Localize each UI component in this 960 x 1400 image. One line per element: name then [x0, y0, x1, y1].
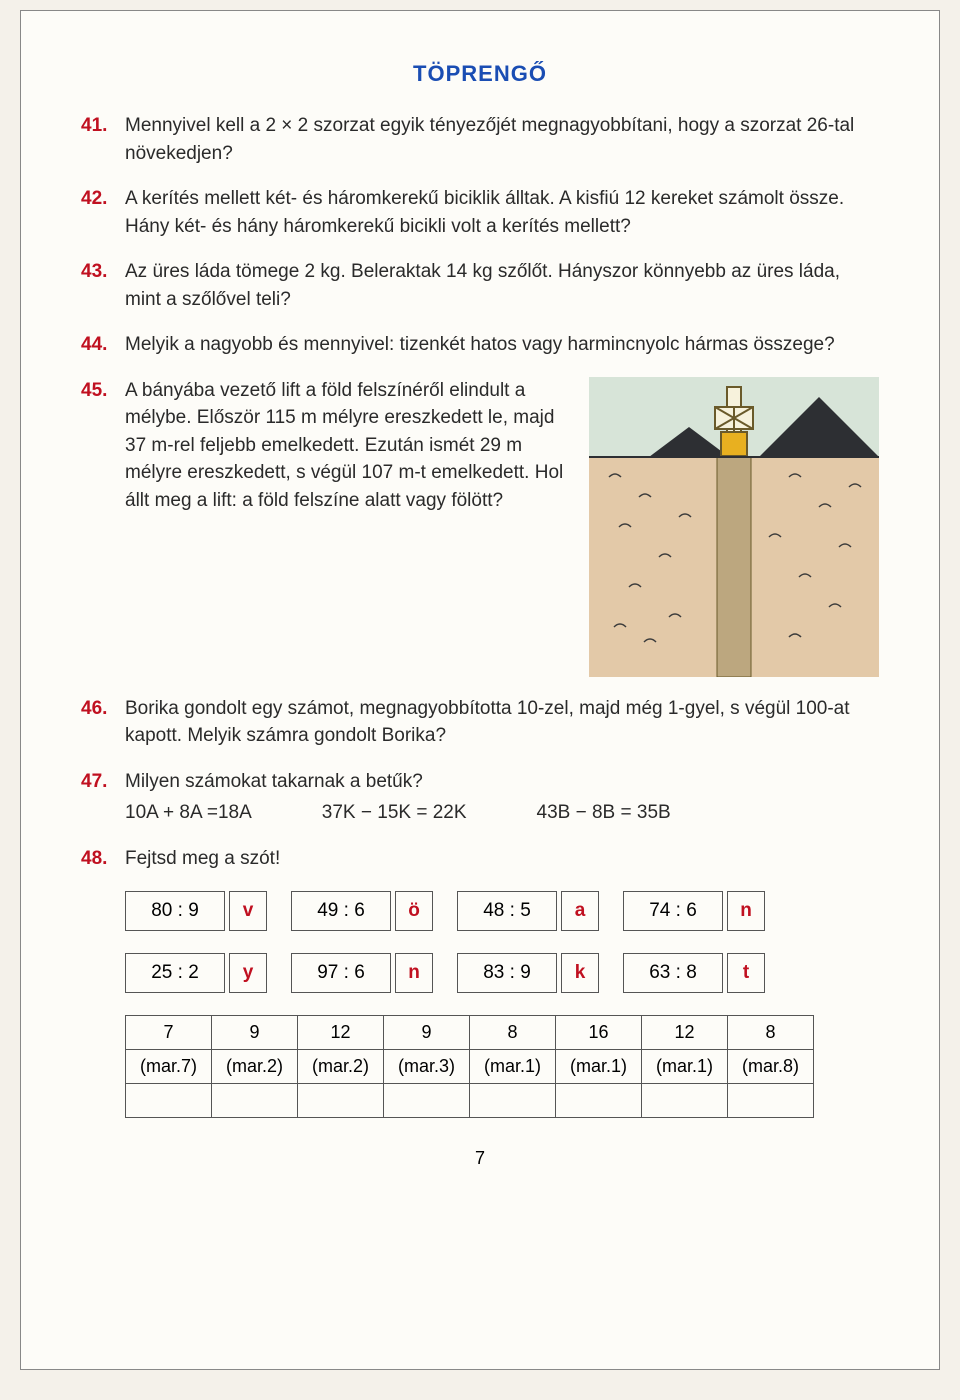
page-title: TÖPRENGŐ	[81, 61, 879, 87]
table-cell: 16	[556, 1015, 642, 1049]
box-row: 25 : 2 y 97 : 6 n 83 : 9 k 63 : 8 t	[125, 953, 879, 993]
table-cell: 8	[728, 1015, 814, 1049]
expr-box: 74 : 6	[623, 891, 723, 931]
table-cell: (mar.2)	[212, 1049, 298, 1083]
problem-number: 44.	[81, 331, 125, 359]
problem-text: Fejtsd meg a szót!	[125, 845, 879, 873]
expr-box: 48 : 5	[457, 891, 557, 931]
expr-box: 83 : 9	[457, 953, 557, 993]
box-pair: 48 : 5 a	[457, 891, 599, 931]
letter-box: a	[561, 891, 599, 931]
letter-box: t	[727, 953, 765, 993]
page: TÖPRENGŐ 41. Mennyivel kell a 2 × 2 szor…	[20, 10, 940, 1370]
table-cell: 8	[470, 1015, 556, 1049]
problem-42: 42. A kerítés mellett két- és háromkerek…	[81, 185, 879, 240]
table-cell: (mar.7)	[126, 1049, 212, 1083]
table-cell: (mar.8)	[728, 1049, 814, 1083]
box-row: 80 : 9 v 49 : 6 ö 48 : 5 a 74 : 6 n	[125, 891, 879, 931]
table-cell: 12	[298, 1015, 384, 1049]
problem-number: 46.	[81, 695, 125, 750]
box-pair: 63 : 8 t	[623, 953, 765, 993]
problem-44: 44. Melyik a nagyobb és mennyivel: tizen…	[81, 331, 879, 359]
table-row: 7 9 12 9 8 16 12 8	[126, 1015, 814, 1049]
box-pair: 49 : 6 ö	[291, 891, 433, 931]
problem-text: Borika gondolt egy számot, megnagyobbíto…	[125, 695, 879, 750]
table-cell: 12	[642, 1015, 728, 1049]
problem-47: 47. Milyen számokat takarnak a betűk? 10…	[81, 768, 879, 827]
problem-number: 48.	[81, 845, 125, 873]
equation: 43B − 8B = 35B	[537, 799, 671, 827]
problem-text: A kerítés mellett két- és háromkerekű bi…	[125, 185, 879, 240]
problem-43: 43. Az üres láda tömege 2 kg. Beleraktak…	[81, 258, 879, 313]
problem-text: Melyik a nagyobb és mennyivel: tizenkét …	[125, 331, 879, 359]
problem-46: 46. Borika gondolt egy számot, megnagyob…	[81, 695, 879, 750]
answer-table: 7 9 12 9 8 16 12 8 (mar.7) (mar.2) (mar.…	[125, 1015, 814, 1118]
equation: 10A + 8A =18A	[125, 799, 252, 827]
problem-45: 45. A bányába vezető lift a föld felszín…	[81, 377, 879, 677]
problem-48: 48. Fejtsd meg a szót!	[81, 845, 879, 873]
expr-box: 63 : 8	[623, 953, 723, 993]
table-cell: (mar.2)	[298, 1049, 384, 1083]
expr-box: 80 : 9	[125, 891, 225, 931]
puzzle-boxes: 80 : 9 v 49 : 6 ö 48 : 5 a 74 : 6 n 25 :…	[125, 891, 879, 993]
problem-number: 47.	[81, 768, 125, 827]
box-pair: 74 : 6 n	[623, 891, 765, 931]
table-row: (mar.7) (mar.2) (mar.2) (mar.3) (mar.1) …	[126, 1049, 814, 1083]
letter-box: k	[561, 953, 599, 993]
problem-number: 45.	[81, 377, 125, 677]
box-pair: 25 : 2 y	[125, 953, 267, 993]
mine-lift-figure	[589, 377, 879, 677]
table-cell: (mar.1)	[470, 1049, 556, 1083]
letter-box: n	[727, 891, 765, 931]
table-cell: 7	[126, 1015, 212, 1049]
table-cell: (mar.1)	[556, 1049, 642, 1083]
box-pair: 80 : 9 v	[125, 891, 267, 931]
expr-box: 97 : 6	[291, 953, 391, 993]
expr-box: 49 : 6	[291, 891, 391, 931]
table-cell: (mar.1)	[642, 1049, 728, 1083]
table-cell: 9	[384, 1015, 470, 1049]
letter-box: ö	[395, 891, 433, 931]
letter-box: v	[229, 891, 267, 931]
table-cell: 9	[212, 1015, 298, 1049]
problem-number: 41.	[81, 112, 125, 167]
problem-41: 41. Mennyivel kell a 2 × 2 szorzat egyik…	[81, 112, 879, 167]
letter-box: n	[395, 953, 433, 993]
problem-text: Az üres láda tömege 2 kg. Beleraktak 14 …	[125, 258, 879, 313]
problem-text: Milyen számokat takarnak a betűk? 10A + …	[125, 768, 879, 827]
problem-number: 42.	[81, 185, 125, 240]
table-cell: (mar.3)	[384, 1049, 470, 1083]
table-row-blank	[126, 1083, 814, 1117]
equation: 37K − 15K = 22K	[322, 799, 467, 827]
problem-text-line: Milyen számokat takarnak a betűk?	[125, 771, 423, 792]
letter-box: y	[229, 953, 267, 993]
problem-text: A bányába vezető lift a föld felszínéről…	[125, 377, 569, 515]
expr-box: 25 : 2	[125, 953, 225, 993]
box-pair: 83 : 9 k	[457, 953, 599, 993]
problem-number: 43.	[81, 258, 125, 313]
page-number: 7	[81, 1148, 879, 1169]
box-pair: 97 : 6 n	[291, 953, 433, 993]
problem-text: Mennyivel kell a 2 × 2 szorzat egyik tén…	[125, 112, 879, 167]
